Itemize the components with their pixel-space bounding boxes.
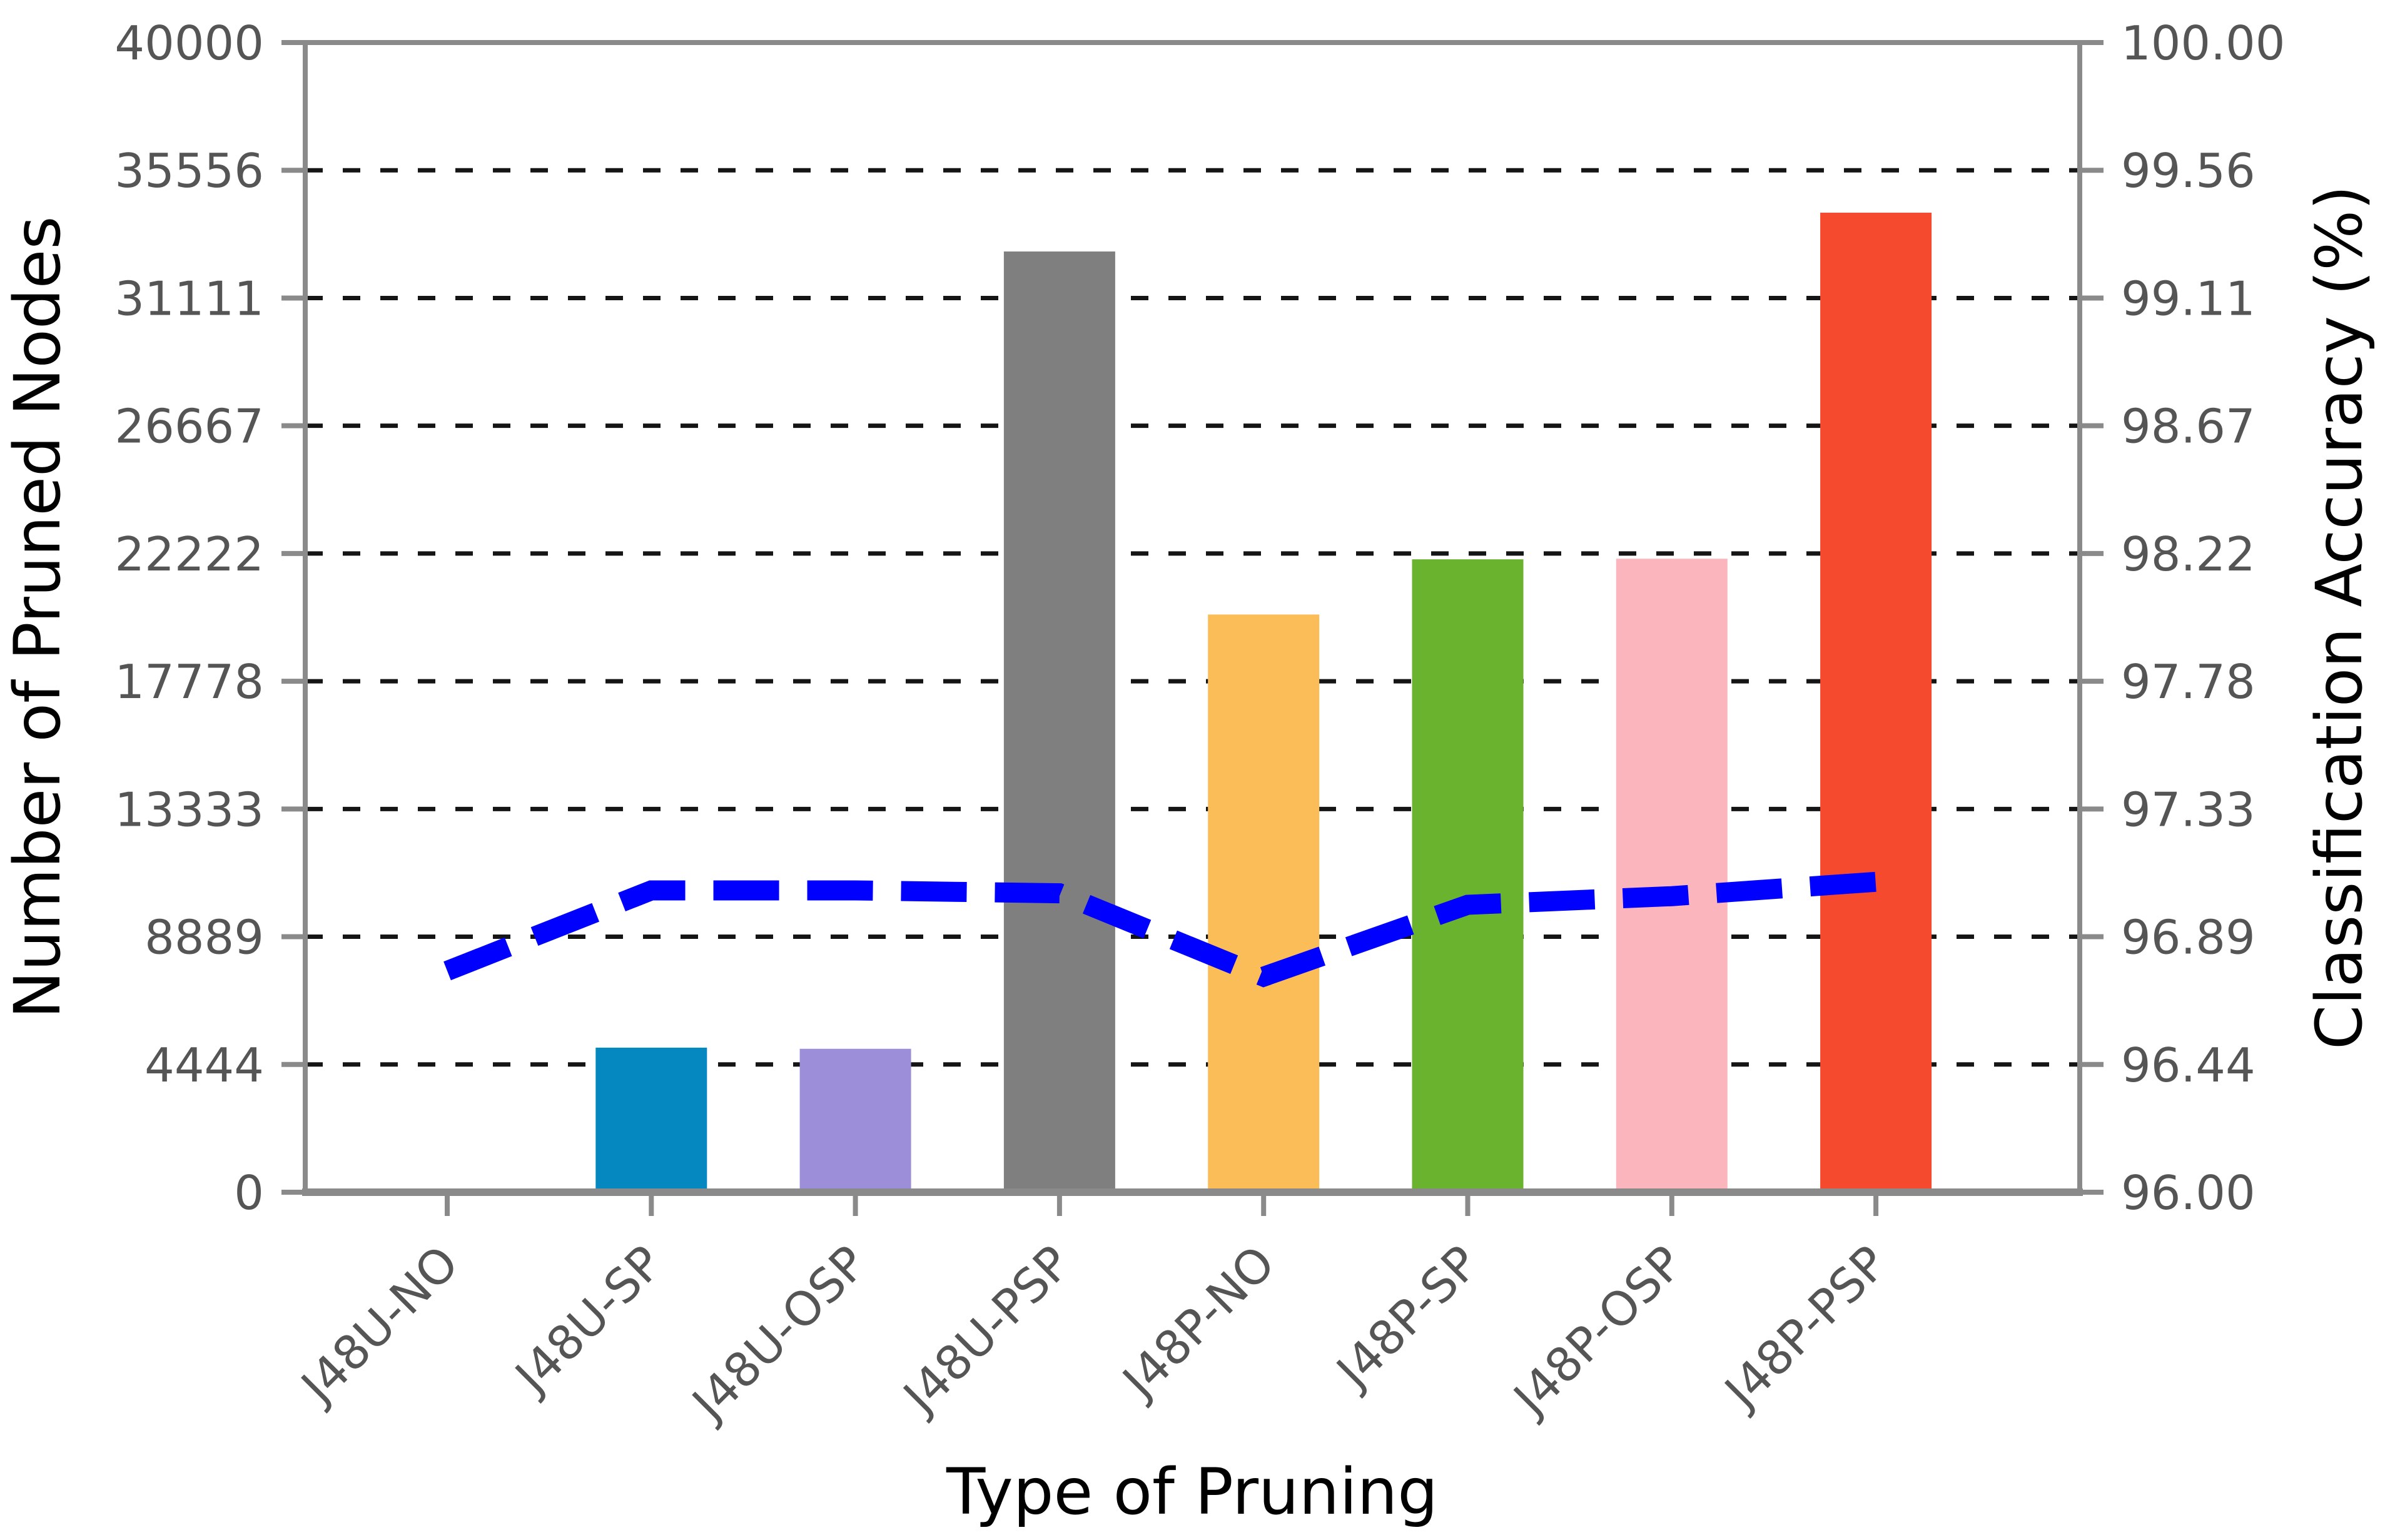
y-left-tick-label: 0 [234,1165,264,1220]
y-right-tick-label: 99.56 [2121,143,2256,198]
bar-J48P-NO [1208,614,1320,1192]
axes-layer [281,40,2104,1216]
y-axis-title-right: Classification Accuracy (%) [2302,185,2377,1050]
x-tick-label: J48P-NO [1110,1235,1285,1411]
y-left-tick-label: 8889 [144,910,264,965]
bar-J48U-OSP [799,1048,911,1192]
y-right-tick-label: 96.44 [2121,1038,2256,1093]
y-right-tick-label: 97.33 [2121,782,2256,837]
y-right-tick-label: 96.00 [2121,1165,2256,1220]
bars-layer [595,213,1932,1193]
gridlines-layer [305,168,2080,1067]
y-left-tick-label: 4444 [144,1038,264,1093]
bar-J48P-OSP [1616,559,1728,1192]
y-left-tick-label: 22222 [114,527,264,582]
y-left-tick-label: 35556 [114,143,264,198]
x-axis-title: Type of Pruning [946,1455,1438,1529]
y-right-tick-label: 97.78 [2121,654,2256,709]
accuracy-line [443,871,1877,988]
tick-labels-layer: 0 96.00 4444 96.44 8889 96.89 13333 97.33 17778 9… [114,16,2285,1432]
x-tick-label: J48U-SP [503,1235,673,1406]
y-left-tick-label: 26667 [114,399,264,454]
x-tick-label: J48P-SP [1324,1235,1489,1401]
x-tick-label: J48P-OSP [1502,1235,1694,1427]
y-left-tick-label: 13333 [114,782,264,837]
x-tick-label: J48U-OSP [680,1235,877,1432]
x-tick-label: J48U-NO [289,1235,469,1416]
y-left-tick-label: 17778 [114,654,264,709]
y-right-tick-label: 99.11 [2121,271,2256,326]
bar-J48U-SP [595,1047,707,1192]
accuracy-line-layer [443,871,1877,988]
x-tick-label: J48U-PSP [891,1235,1081,1426]
y-right-tick-label: 100.00 [2121,16,2285,71]
bar-J48P-SP [1412,559,1524,1192]
bar-J48P-PSP [1820,213,1932,1193]
y-right-tick-label: 96.89 [2121,910,2256,965]
x-tick-label: J48P-PSP [1713,1235,1898,1421]
y-right-tick-label: 98.22 [2121,527,2256,582]
y-axis-title-left: Number of Pruned Nodes [1,216,75,1018]
bar-J48U-PSP [1003,251,1115,1192]
y-left-tick-label: 31111 [114,271,264,326]
y-right-tick-label: 98.67 [2121,399,2256,454]
y-left-tick-label: 40000 [114,16,264,71]
